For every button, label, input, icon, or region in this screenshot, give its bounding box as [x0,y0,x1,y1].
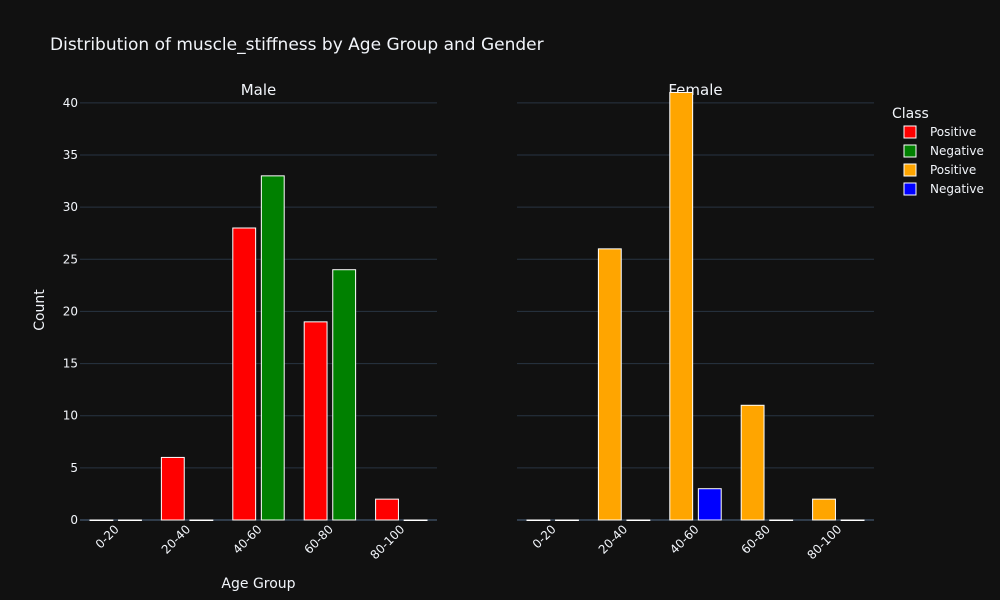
x-tick-label: 40-60 [230,522,265,557]
y-tick-label: 15 [63,357,78,371]
bar-male-positive-80-100 [375,498,399,521]
y-tick-label: 10 [63,409,78,423]
x-tick-label: 60-80 [301,522,336,557]
y-tick-label: 20 [63,304,78,318]
legend-swatch [903,163,917,177]
chart-title: Distribution of muscle_stiffness by Age … [50,35,544,55]
bar-male-negative-0-20 [118,519,142,521]
y-tick-label: 35 [63,148,78,162]
y-tick-label: 40 [63,96,78,110]
bar-male-negative-80-100 [403,519,428,521]
x-tick-label: 40-60 [667,522,702,557]
bar-male-negative-60-80 [332,269,357,521]
bar-female-negative-20-40 [626,519,651,521]
x-tick-label: 20-40 [596,522,631,557]
bar-female-positive-40-60 [669,91,694,521]
panel-title-male: Male [241,81,277,99]
legend: Positive Negative Positive Negative [903,125,984,196]
bar-male-positive-40-60 [232,227,257,521]
y-tick-label: 5 [70,461,78,475]
bar-male-negative-40-60 [260,175,285,521]
legend-label: Positive [930,125,976,139]
legend-swatch [903,182,917,196]
x-tick-label: 80-100 [367,522,407,562]
x-tick-label: 80-100 [804,522,844,562]
x-tick-label: 0-20 [93,522,122,551]
y-tick-label: 25 [63,252,78,266]
bar-female-negative-0-20 [555,519,579,521]
legend-swatch [903,125,917,139]
legend-swatch [903,144,917,158]
legend-title: Class [892,106,929,122]
bar-female-negative-80-100 [840,519,865,521]
legend-label: Negative [930,182,984,196]
bar-female-positive-20-40 [597,248,622,521]
y-tick-label: 0 [70,513,78,527]
bar-female-positive-60-80 [740,404,765,521]
x-axis-label: Age Group [221,576,295,592]
y-tick-label: 30 [63,200,78,214]
x-tick-label: 0-20 [530,522,559,551]
legend-label: Negative [930,144,984,158]
bar-male-positive-0-20 [89,519,114,521]
bar-male-positive-60-80 [303,321,328,521]
x-tick-label: 60-80 [738,522,773,557]
bar-female-negative-60-80 [769,519,794,521]
bar-male-positive-20-40 [160,456,185,521]
legend-label: Positive [930,163,976,177]
plot-layer: 0 5 10 15 20 25 30 35 40 0-20 20-40 40-60 60-80 80-10… [63,91,874,562]
bar-female-negative-40-60 [697,488,722,521]
bar-female-positive-80-100 [812,498,836,521]
bar-female-positive-0-20 [526,519,551,521]
bar-male-negative-20-40 [189,519,214,521]
x-tick-label: 20-40 [159,522,194,557]
y-axis-label: Count [32,289,48,331]
